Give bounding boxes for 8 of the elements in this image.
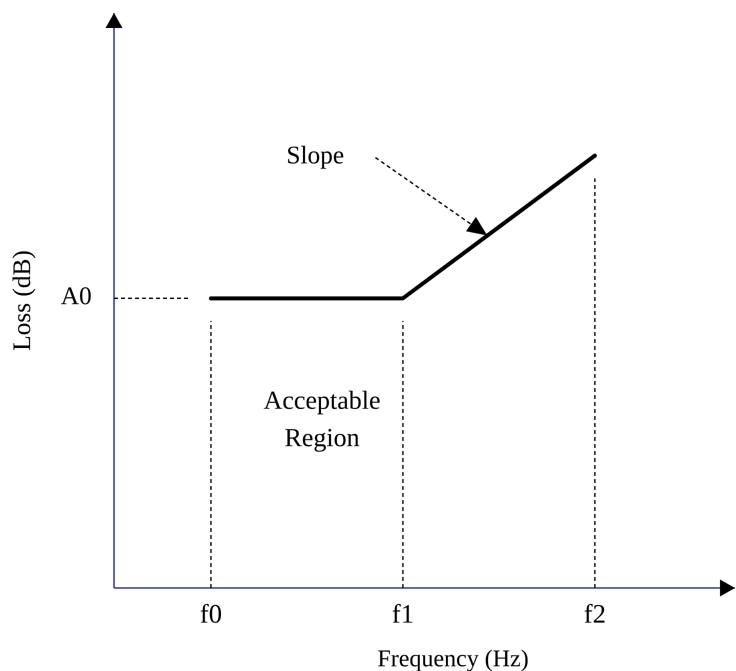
- y-axis-title: Loss (dB): [12, 251, 36, 350]
- annotation: Acceptable Region: [264, 390, 380, 452]
- x-axis-title: Frequency (Hz): [378, 650, 528, 671]
- x-tick-label: f0: [200, 604, 222, 623]
- x-tick-label: f2: [584, 604, 604, 623]
- x-tick-label: f1: [392, 604, 412, 623]
- ref-line-label: A0: [61, 287, 91, 304]
- annotation: Slope: [288, 146, 344, 169]
